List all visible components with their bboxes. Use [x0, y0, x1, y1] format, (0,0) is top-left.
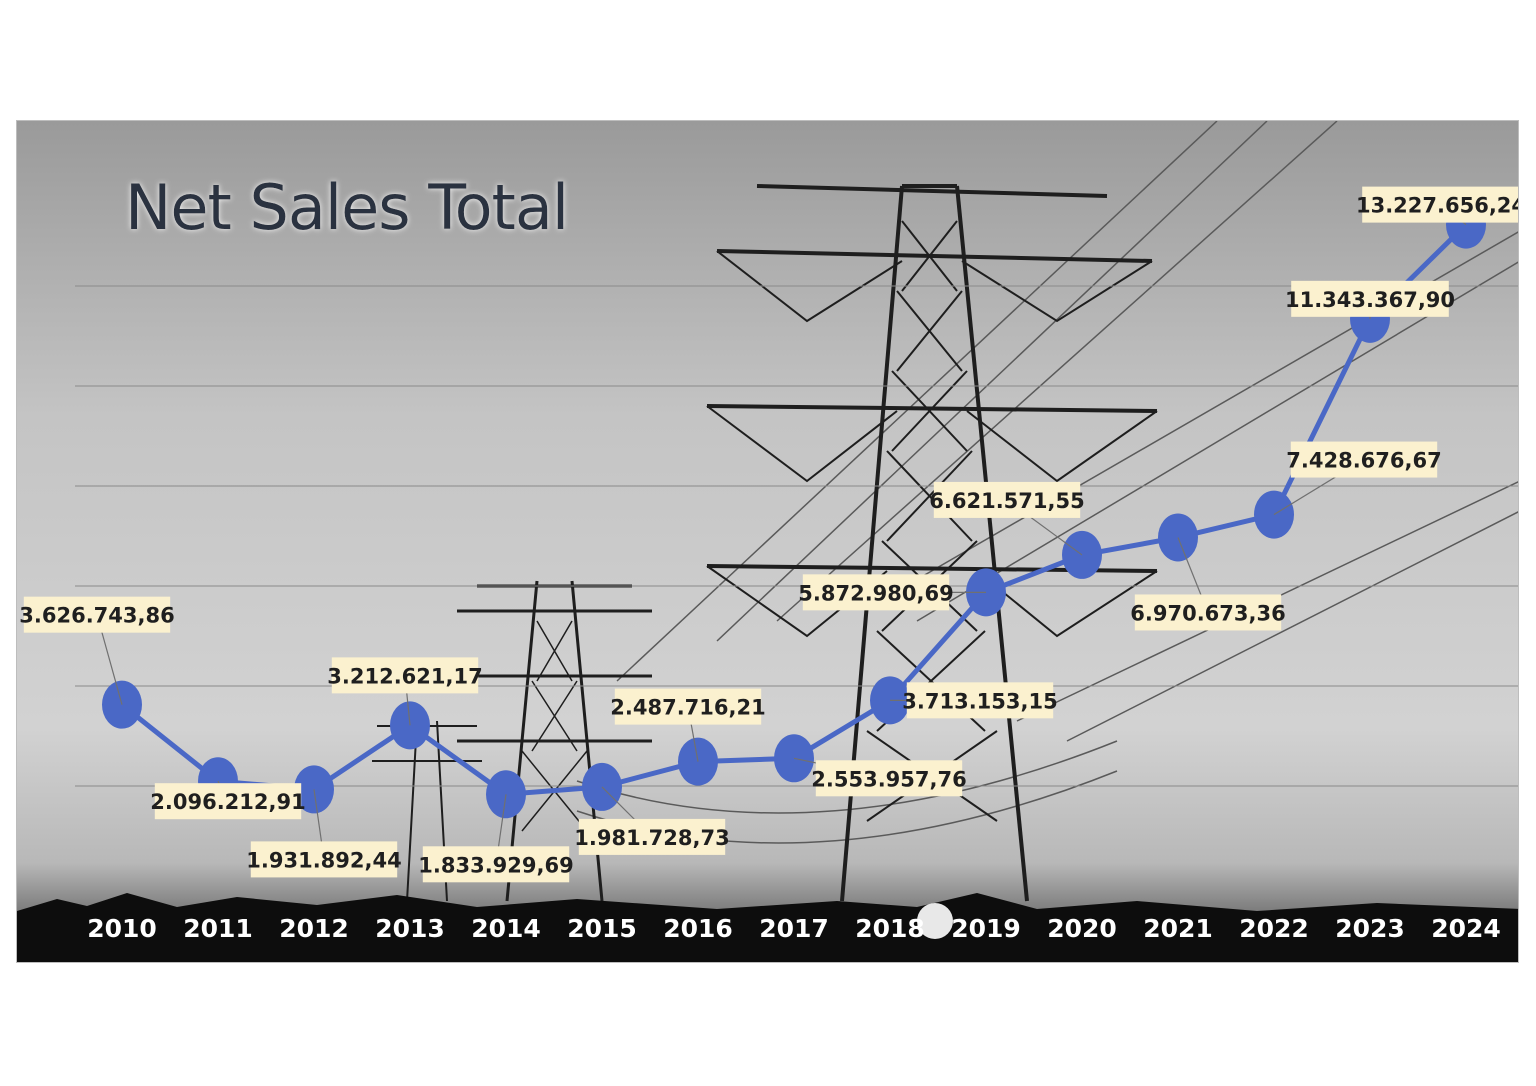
data-label-text: 3.212.621,17	[327, 664, 482, 688]
data-label-2023: 11.343.367,90	[1285, 280, 1455, 319]
data-label-2015: 1.981.728,73	[574, 786, 730, 855]
data-label-2010: 3.626.743,86	[19, 596, 175, 705]
chart-svg: 3.626.743,86 2.096.212,91 1.931.892,44 3.21…	[17, 121, 1519, 962]
data-label-text: 7.428.676,67	[1286, 449, 1441, 473]
x-axis-tick-labels: 2010 2011 2012 2013 2014 2015 2016 2017 2018 2019…	[87, 914, 1501, 943]
data-label-box	[1291, 280, 1449, 317]
x-tick-2022: 2022	[1239, 914, 1309, 943]
data-label-2014: 1.833.929,69	[418, 794, 574, 883]
data-label-2011: 2.096.212,91	[150, 780, 306, 820]
data-label-box	[1134, 594, 1282, 631]
data-label-box	[906, 682, 1054, 719]
data-label-2013: 3.212.621,17	[327, 657, 483, 726]
chart-frame: 3.626.743,86 2.096.212,91 1.931.892,44 3.21…	[16, 120, 1519, 963]
x-tick-2018: 2018	[855, 914, 925, 943]
data-label-box	[1362, 186, 1518, 223]
x-tick-2024: 2024	[1431, 914, 1501, 943]
data-label-text: 1.981.728,73	[574, 826, 729, 850]
chart-title: Net Sales Total	[125, 171, 568, 244]
data-label-box	[1290, 441, 1438, 478]
background-treeline	[17, 893, 1518, 962]
data-label-text: 11.343.367,90	[1285, 288, 1455, 312]
x-tick-2014: 2014	[471, 914, 541, 943]
data-label-2024: 13.227.656,24	[1356, 186, 1519, 226]
data-label-box	[802, 574, 950, 611]
data-label-box	[422, 846, 570, 883]
data-label-2018: 3.713.153,15	[890, 682, 1058, 719]
data-label-box	[815, 760, 963, 797]
x-tick-2011: 2011	[183, 914, 253, 943]
x-tick-2013: 2013	[375, 914, 445, 943]
x-tick-2021: 2021	[1143, 914, 1213, 943]
data-label-box	[933, 481, 1081, 518]
data-label-box	[331, 657, 479, 694]
data-label-text: 5.872.980,69	[798, 581, 953, 605]
data-point-2021[interactable]	[1158, 513, 1198, 562]
data-labels: 3.626.743,86 2.096.212,91 1.931.892,44 3.21…	[19, 186, 1519, 883]
x-tick-2020: 2020	[1047, 914, 1117, 943]
x-tick-2023: 2023	[1335, 914, 1405, 943]
x-tick-2016: 2016	[663, 914, 733, 943]
x-tick-2019: 2019	[951, 914, 1021, 943]
data-label-text: 13.227.656,24	[1356, 194, 1519, 218]
data-label-box	[154, 783, 302, 820]
data-label-2021: 6.970.673,36	[1130, 537, 1286, 631]
data-label-text: 1.931.892,44	[246, 848, 401, 872]
data-label-text: 3.626.743,86	[19, 604, 174, 628]
data-label-2019: 5.872.980,69	[798, 574, 986, 611]
data-label-text: 6.621.571,55	[929, 489, 1084, 513]
data-label-2017: 2.553.957,76	[793, 757, 967, 797]
x-tick-2012: 2012	[279, 914, 349, 943]
data-label-box	[578, 818, 726, 855]
x-tick-2010: 2010	[87, 914, 157, 943]
data-label-text: 1.833.929,69	[418, 853, 573, 877]
background-sun	[917, 903, 953, 939]
data-label-box	[250, 841, 398, 878]
data-label-text: 2.487.716,21	[610, 696, 765, 720]
data-label-2022: 7.428.676,67	[1273, 441, 1442, 516]
data-label-text: 2.553.957,76	[811, 767, 966, 791]
data-label-2012: 1.931.892,44	[246, 789, 402, 878]
background-sky	[17, 121, 1518, 962]
data-label-text: 6.970.673,36	[1130, 601, 1285, 625]
data-label-2020: 6.621.571,55	[929, 481, 1085, 556]
x-tick-2015: 2015	[567, 914, 637, 943]
data-label-box	[614, 688, 762, 725]
x-tick-2017: 2017	[759, 914, 829, 943]
data-label-text: 2.096.212,91	[150, 790, 305, 814]
data-label-box	[23, 596, 171, 633]
data-label-2016: 2.487.716,21	[610, 688, 766, 762]
data-label-text: 3.713.153,15	[902, 689, 1057, 713]
